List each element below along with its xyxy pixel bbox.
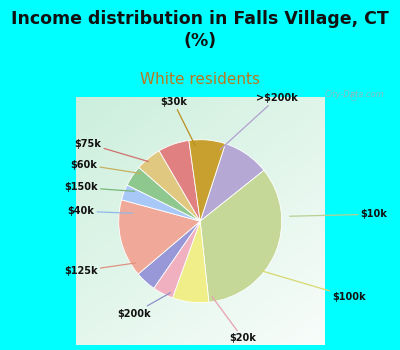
Text: $200k: $200k (117, 293, 170, 318)
Text: White residents: White residents (140, 72, 260, 87)
Text: City-Data.com: City-Data.com (324, 90, 384, 99)
Wedge shape (200, 170, 282, 302)
Wedge shape (200, 144, 264, 221)
Text: Income distribution in Falls Village, CT
(%): Income distribution in Falls Village, CT… (11, 10, 389, 50)
Text: $30k: $30k (160, 97, 195, 146)
Text: $10k: $10k (290, 209, 388, 219)
Text: $150k: $150k (64, 182, 134, 192)
Text: $60k: $60k (70, 160, 140, 174)
Text: $75k: $75k (74, 139, 148, 162)
Wedge shape (172, 221, 209, 303)
Text: $100k: $100k (262, 271, 366, 302)
Wedge shape (189, 140, 225, 221)
Text: $40k: $40k (68, 206, 133, 216)
Text: ⓘ: ⓘ (350, 90, 356, 100)
Text: $125k: $125k (64, 263, 136, 276)
Wedge shape (139, 151, 200, 221)
Wedge shape (159, 140, 200, 221)
Wedge shape (119, 200, 200, 274)
Text: $20k: $20k (212, 297, 256, 343)
Wedge shape (127, 168, 200, 221)
Text: >$200k: >$200k (220, 93, 298, 150)
Wedge shape (154, 221, 200, 298)
Wedge shape (138, 221, 200, 288)
Wedge shape (122, 185, 200, 221)
